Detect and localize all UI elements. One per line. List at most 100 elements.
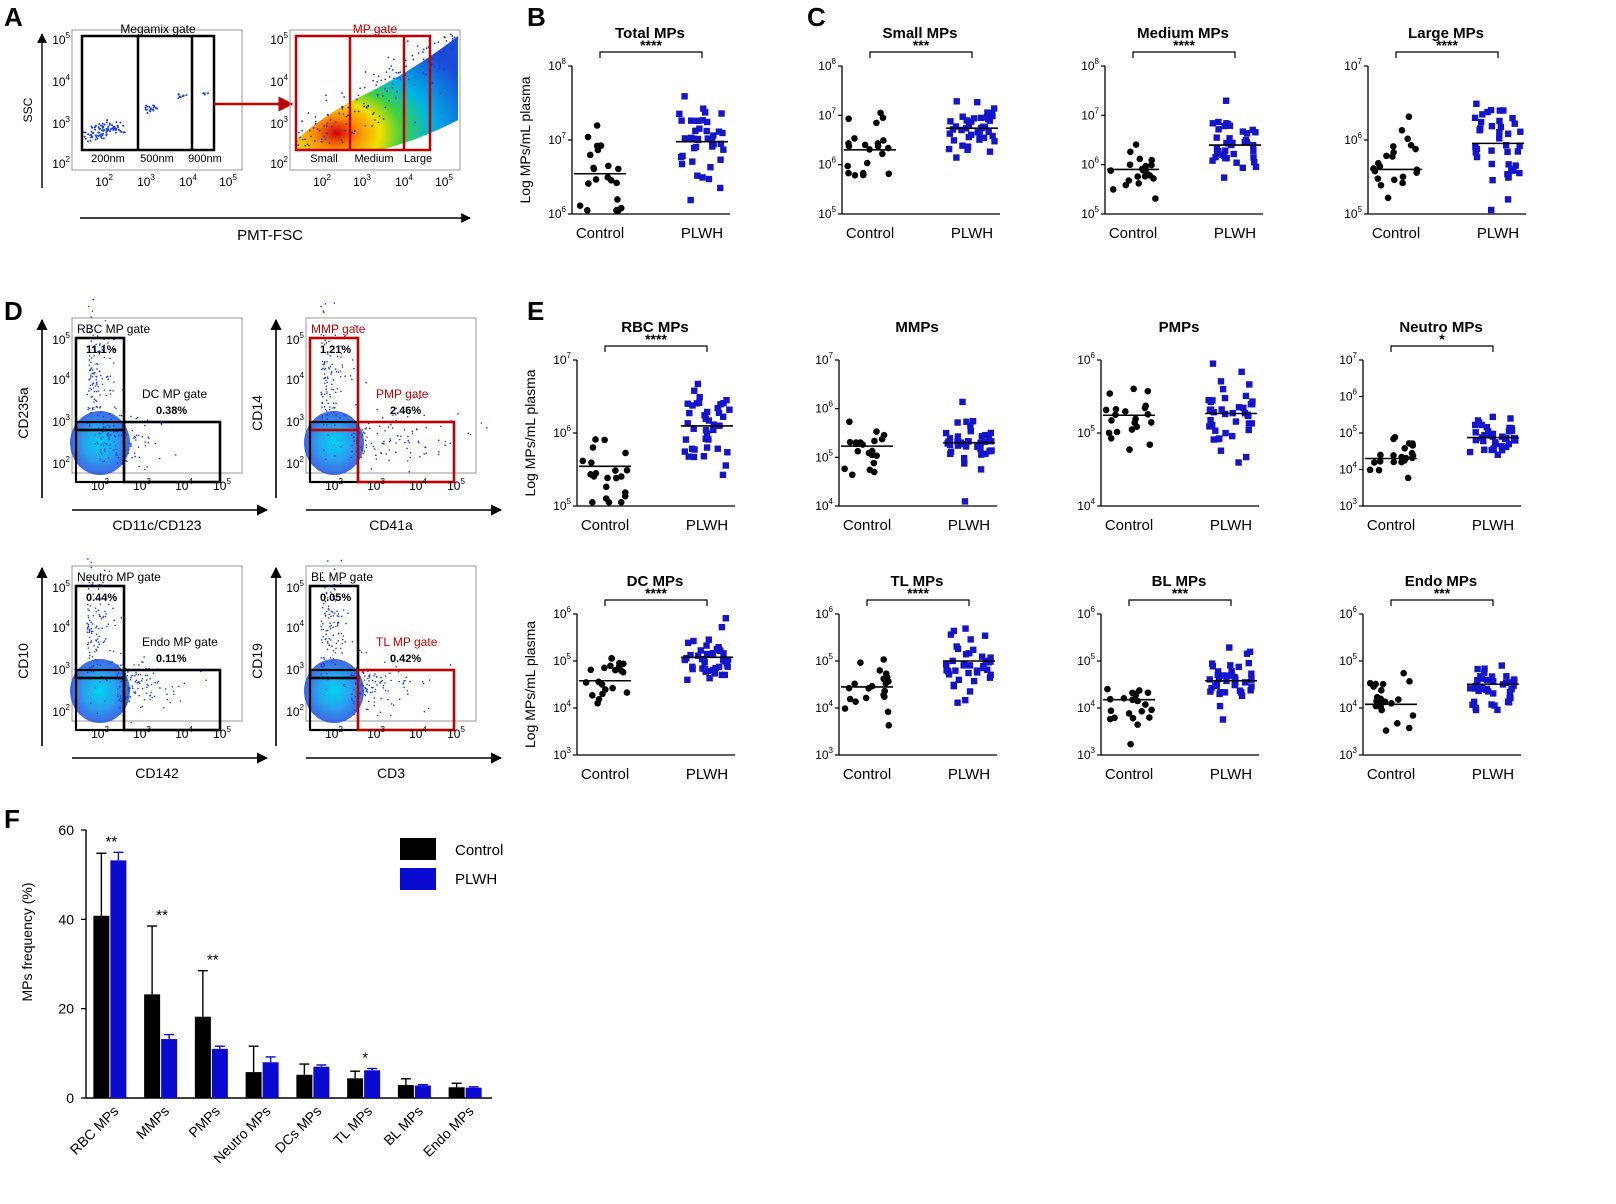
plwh-point xyxy=(981,124,989,131)
megamix-event xyxy=(94,138,97,141)
flow-event xyxy=(333,621,335,624)
megamix-events xyxy=(82,92,209,143)
flow-event xyxy=(394,414,397,416)
gate-right xyxy=(122,668,222,732)
plwh-point xyxy=(1473,145,1481,153)
flow-event xyxy=(144,468,146,471)
bar-control xyxy=(144,994,161,1098)
flow-event xyxy=(86,631,89,633)
flow-event xyxy=(326,360,328,363)
plwh-point xyxy=(959,398,966,406)
plwh-point xyxy=(988,438,995,445)
control-point xyxy=(584,207,591,214)
megamix-event xyxy=(156,107,159,110)
flow-event xyxy=(326,672,328,675)
flow-event xyxy=(99,437,102,440)
flow-event xyxy=(90,340,93,342)
mp-event xyxy=(451,37,454,40)
flow-event xyxy=(137,434,140,437)
flow-event xyxy=(88,355,91,357)
plwh-point xyxy=(1217,447,1225,454)
plwh-point xyxy=(1473,153,1481,161)
flow-event xyxy=(354,682,357,684)
dotplot-y-tick: 104 xyxy=(1077,497,1095,513)
flow-event xyxy=(103,640,106,642)
flow-event xyxy=(373,701,376,703)
flow-event xyxy=(321,415,324,417)
plwh-point xyxy=(974,443,981,450)
bar-plwh xyxy=(313,1066,330,1098)
plwh-point xyxy=(1516,142,1523,149)
flow-event xyxy=(95,343,97,346)
mp-event xyxy=(341,106,344,109)
control-point xyxy=(1107,707,1115,715)
mp-event xyxy=(364,124,367,127)
control-point xyxy=(1122,408,1129,415)
mp-event xyxy=(371,113,374,116)
flow-event xyxy=(102,581,104,584)
flow-event xyxy=(107,456,110,459)
flow-event xyxy=(359,649,361,652)
flow-event xyxy=(421,681,424,683)
flow-event xyxy=(408,470,411,473)
control-point xyxy=(1400,669,1407,677)
plwh-point xyxy=(1223,155,1230,162)
flow-event xyxy=(96,663,99,666)
bar-plwh xyxy=(161,1039,178,1098)
flow-event xyxy=(87,625,90,628)
flow-event xyxy=(353,713,355,716)
plwh-point xyxy=(1221,394,1229,402)
plwh-point xyxy=(1239,128,1247,135)
mp-event xyxy=(341,141,344,144)
control-point xyxy=(1370,459,1378,466)
flow-event xyxy=(323,373,326,375)
flow-event xyxy=(361,690,364,692)
flow-event xyxy=(384,429,386,432)
plwh-point xyxy=(1469,701,1476,708)
flow-event xyxy=(321,606,324,609)
flow-event xyxy=(151,696,154,699)
plwh-point xyxy=(700,105,707,112)
mp-event xyxy=(422,48,425,51)
flow-event xyxy=(135,434,138,437)
flow-event xyxy=(367,677,369,680)
flow-event xyxy=(97,588,100,590)
flow-event xyxy=(385,453,388,455)
significance-bracket xyxy=(869,51,973,58)
plwh-point xyxy=(1225,140,1232,147)
flow-event xyxy=(106,679,108,682)
flow-event xyxy=(92,408,94,411)
control-point xyxy=(601,664,608,672)
plwh-point xyxy=(687,651,694,659)
bar-plwh xyxy=(110,860,127,1098)
flow-event xyxy=(90,632,93,635)
flow-event xyxy=(112,607,114,610)
megamix-event xyxy=(105,130,108,133)
flow-event xyxy=(141,661,143,663)
dotplot-x-label-control: Control xyxy=(1105,766,1153,783)
plwh-point xyxy=(942,661,950,668)
flow-event xyxy=(103,356,106,359)
flow-event xyxy=(146,683,148,686)
flow-event xyxy=(330,615,332,618)
flow-event xyxy=(104,700,106,702)
mp-event xyxy=(299,136,301,139)
flow-event xyxy=(384,689,387,692)
plwh-point xyxy=(1481,669,1488,677)
plwh-point xyxy=(952,123,960,130)
flow-event xyxy=(364,439,367,442)
flow-event xyxy=(96,712,99,715)
flow-event xyxy=(406,415,409,418)
plwh-point xyxy=(1496,117,1503,125)
plwh-point xyxy=(722,462,729,469)
plwh-point xyxy=(984,109,991,116)
plwh-point xyxy=(1504,171,1511,178)
megamix-event xyxy=(185,94,188,97)
flow-event xyxy=(437,439,440,442)
control-point xyxy=(1374,159,1382,167)
flow-event xyxy=(325,331,327,333)
flow-event xyxy=(376,714,379,717)
dotplot-x-label-plwh: PLWH xyxy=(951,225,993,242)
control-point xyxy=(1394,720,1401,727)
